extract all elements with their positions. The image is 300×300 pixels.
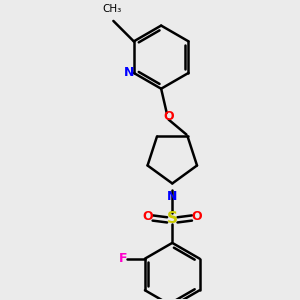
Text: F: F bbox=[118, 252, 127, 265]
Text: CH₃: CH₃ bbox=[102, 4, 121, 14]
Text: O: O bbox=[143, 210, 154, 224]
Text: S: S bbox=[167, 211, 178, 226]
Text: N: N bbox=[124, 66, 134, 80]
Text: O: O bbox=[191, 210, 202, 224]
Text: O: O bbox=[163, 110, 174, 123]
Text: N: N bbox=[167, 190, 178, 203]
